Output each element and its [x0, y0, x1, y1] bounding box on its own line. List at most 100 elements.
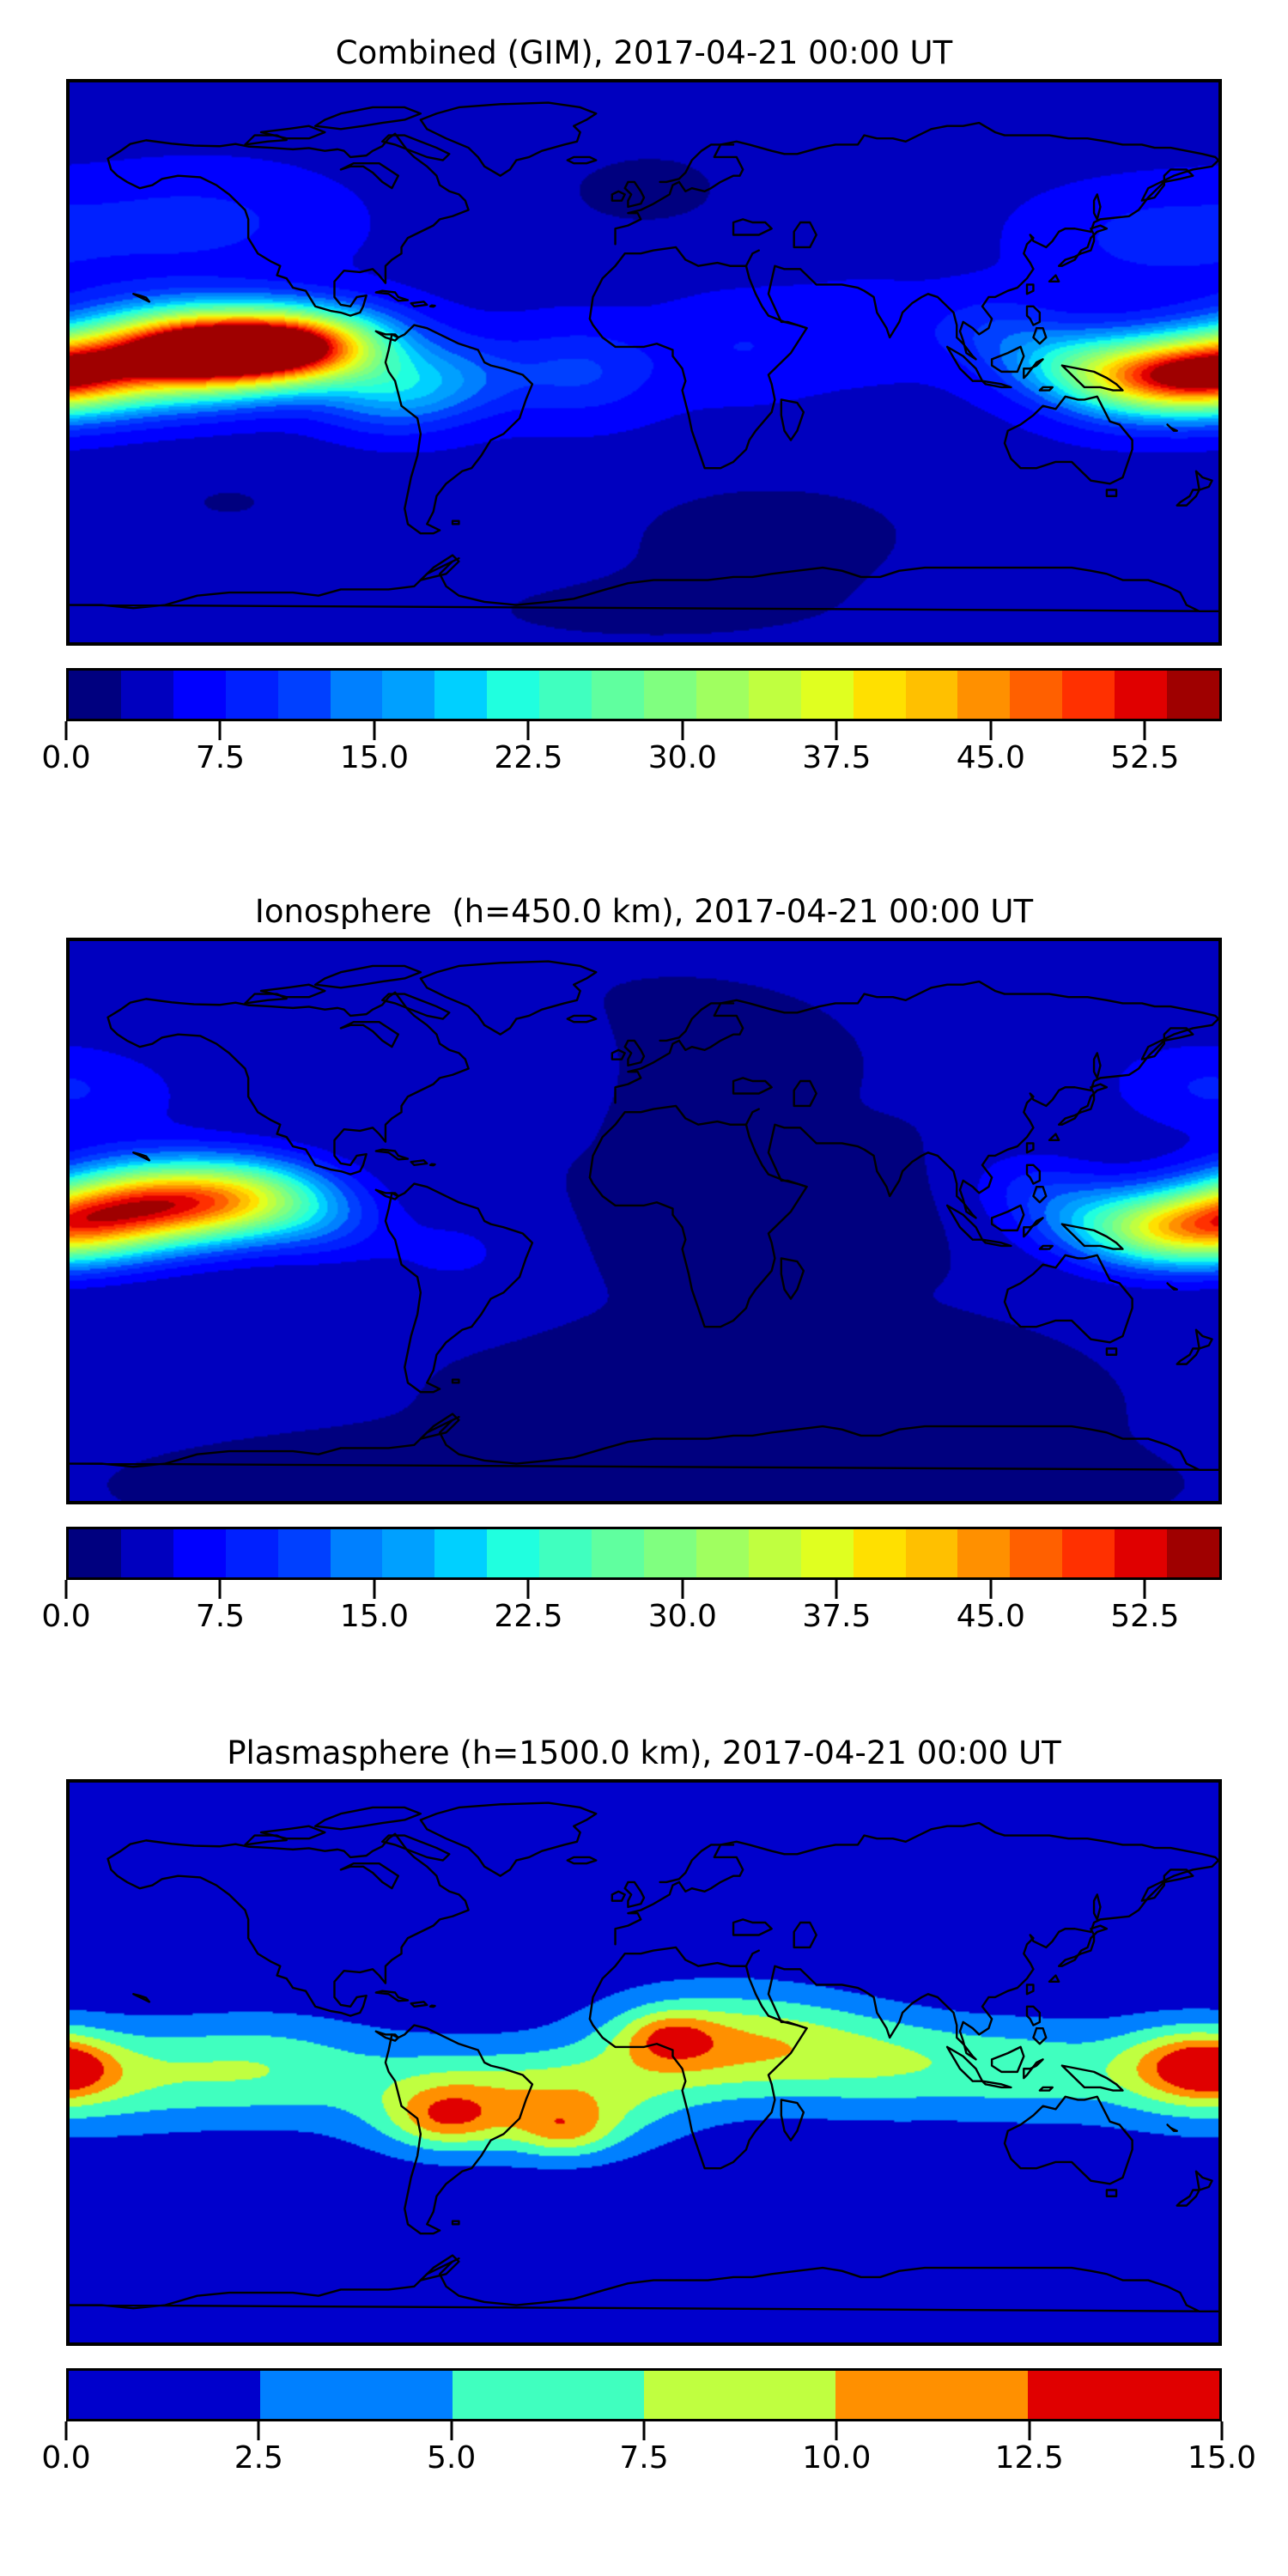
colorbar-segment [1115, 1529, 1168, 1577]
colorbar-gradient [66, 668, 1222, 721]
colorbar-ticks [64, 2421, 1224, 2440]
colorbar-segment [434, 671, 488, 719]
colorbar-tick-label: 52.5 [1110, 740, 1180, 775]
map-axes-ionosphere [66, 938, 1222, 1504]
colorbar-combined-gim: 0.0 7.5 15.0 22.5 30.0 37.5 45.0 52.5 [41, 668, 1222, 783]
colorbar-tick-label: 45.0 [956, 1599, 1025, 1634]
colorbar-segment [1010, 671, 1063, 719]
colorbar-tick [835, 1580, 838, 1599]
colorbar-tick-label: 37.5 [802, 1599, 872, 1634]
colorbar-tick-labels: 0.0 7.5 15.0 22.5 30.0 37.5 45.0 52.5 [41, 1599, 1222, 1642]
colorbar-segment [1167, 1529, 1219, 1577]
colorbar-tick [526, 1580, 530, 1599]
colorbar-tick [1028, 2421, 1031, 2440]
colorbar-tick [1143, 721, 1146, 740]
colorbar-segment [225, 1529, 278, 1577]
colorbar-segment [452, 2371, 644, 2419]
colorbar-segment [696, 671, 749, 719]
colorbar-tick-label: 0.0 [41, 740, 91, 775]
colorbar-segment [853, 671, 906, 719]
colorbar-tick [373, 1580, 376, 1599]
colorbar-gradient [66, 1527, 1222, 1580]
colorbar-tick-label: 10.0 [802, 2440, 872, 2476]
colorbar-segment [1027, 2371, 1219, 2419]
colorbar-segment [643, 671, 696, 719]
colorbar-segment [382, 1529, 435, 1577]
colorbar-segment [487, 671, 540, 719]
colorbar-tick [373, 721, 376, 740]
colorbar-tick-labels: 0.0 7.5 15.0 22.5 30.0 37.5 45.0 52.5 [41, 740, 1222, 783]
colorbar-tick [450, 2421, 453, 2440]
colorbar-tick [1220, 2421, 1224, 2440]
colorbar-segment [643, 2371, 836, 2419]
colorbar-segment [905, 1529, 958, 1577]
colorbar-segment [748, 1529, 801, 1577]
panel-title-ionosphere: Ionosphere (h=450.0 km), 2017-04-21 00:0… [254, 893, 1034, 930]
colorbar-segment [330, 1529, 383, 1577]
colorbar-segment [330, 671, 383, 719]
colorbar-segment [69, 2371, 261, 2419]
colorbar-ionosphere: 0.0 7.5 15.0 22.5 30.0 37.5 45.0 52.5 [41, 1527, 1222, 1642]
colorbar-tick-label: 22.5 [494, 1599, 563, 1634]
colorbar-segment [1167, 671, 1219, 719]
colorbar-tick-label: 45.0 [956, 740, 1025, 775]
colorbar-tick [64, 2421, 68, 2440]
colorbar-tick-label: 12.5 [994, 2440, 1064, 2476]
colorbar-segment [1115, 671, 1168, 719]
colorbar-ticks [64, 1580, 1222, 1599]
colorbar-tick-label: 37.5 [802, 740, 872, 775]
colorbar-tick-label: 7.5 [195, 740, 246, 775]
colorbar-segment [1062, 671, 1115, 719]
colorbar-tick [642, 2421, 646, 2440]
colorbar-tick-label: 30.0 [647, 740, 717, 775]
colorbar-tick [526, 721, 530, 740]
colorbar-segment [957, 1529, 1011, 1577]
panel-title-combined-gim: Combined (GIM), 2017-04-21 00:00 UT [335, 34, 953, 71]
colorbar-tick [218, 1580, 222, 1599]
colorbar-tick [835, 721, 838, 740]
map-axes-plasmasphere [66, 1779, 1222, 2346]
colorbar-tick-label: 52.5 [1110, 1599, 1180, 1634]
colorbar-segment [120, 1529, 173, 1577]
colorbar-tick [681, 1580, 684, 1599]
colorbar-tick-label: 30.0 [647, 1599, 717, 1634]
colorbar-tick-label: 0.0 [41, 1599, 91, 1634]
colorbar-segment [748, 671, 801, 719]
colorbar-segment [853, 1529, 906, 1577]
colorbar-tick-labels: 0.0 2.5 5.0 7.5 10.0 12.5 15.0 [41, 2440, 1256, 2483]
colorbar-segment [69, 1529, 121, 1577]
panel-title-plasmasphere: Plasmasphere (h=1500.0 km), 2017-04-21 0… [227, 1735, 1061, 1771]
colorbar-tick-label: 5.0 [427, 2440, 477, 2476]
colorbar-segment [643, 1529, 696, 1577]
colorbar-segment [225, 671, 278, 719]
colorbar-segment [173, 1529, 226, 1577]
colorbar-segment [69, 671, 121, 719]
colorbar-segment [800, 1529, 854, 1577]
colorbar-segment [905, 671, 958, 719]
colorbar-ticks [64, 721, 1222, 740]
colorbar-segment [539, 671, 592, 719]
colorbar-segment [539, 1529, 592, 1577]
colorbar-tick-label: 2.5 [234, 2440, 283, 2476]
colorbar-tick-label: 15.0 [1187, 2440, 1257, 2476]
colorbar-tick-label: 7.5 [619, 2440, 669, 2476]
colorbar-tick-label: 15.0 [339, 740, 409, 775]
colorbar-segment [277, 671, 331, 719]
colorbar-tick [218, 721, 222, 740]
colorbar-segment [487, 1529, 540, 1577]
colorbar-segment [835, 2371, 1028, 2419]
colorbar-segment [957, 671, 1011, 719]
colorbar-segment [592, 1529, 644, 1577]
map-field-combined-gim [70, 82, 1218, 642]
colorbar-tick [835, 2421, 838, 2440]
map-field-plasmasphere [70, 1783, 1218, 2342]
colorbar-segment [434, 1529, 488, 1577]
map-axes-combined-gim [66, 79, 1222, 646]
map-field-ionosphere [70, 941, 1218, 1501]
colorbar-segment [277, 1529, 331, 1577]
colorbar-tick [989, 721, 993, 740]
colorbar-tick-label: 22.5 [494, 740, 563, 775]
colorbar-tick [257, 2421, 260, 2440]
colorbar-tick-label: 7.5 [195, 1599, 246, 1634]
